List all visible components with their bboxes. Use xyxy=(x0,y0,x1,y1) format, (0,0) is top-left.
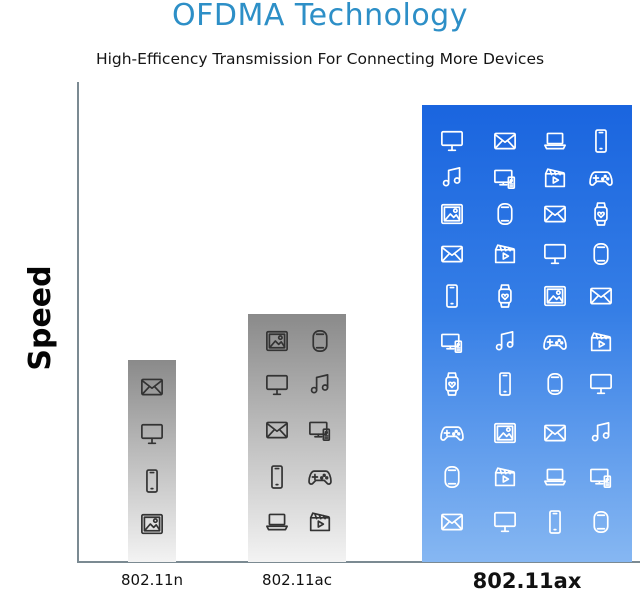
music-icon xyxy=(588,420,615,447)
image-icon xyxy=(542,283,569,310)
phone-icon xyxy=(264,464,291,491)
remote-tv-icon xyxy=(439,329,466,356)
monitor-icon xyxy=(264,372,291,399)
watch-icon xyxy=(439,371,466,398)
x-axis-line xyxy=(77,561,640,563)
gamepad-icon xyxy=(307,464,334,491)
remote-tv-icon xyxy=(492,165,519,192)
phone-icon xyxy=(588,128,615,155)
speaker-icon xyxy=(588,241,615,268)
phone-icon xyxy=(492,371,519,398)
monitor-icon xyxy=(588,371,615,398)
x-tick-802-11n: 802.11n xyxy=(121,571,183,589)
mail-icon xyxy=(264,417,291,444)
phone-icon xyxy=(439,283,466,310)
remote-tv-icon xyxy=(307,417,334,444)
image-icon xyxy=(439,201,466,228)
monitor-icon xyxy=(439,128,466,155)
speaker-icon xyxy=(542,371,569,398)
gamepad-icon xyxy=(588,165,615,192)
mail-icon xyxy=(439,509,466,536)
monitor-icon xyxy=(492,509,519,536)
phone-icon xyxy=(139,468,166,495)
watch-icon xyxy=(588,201,615,228)
video-icon xyxy=(588,329,615,356)
laptop-icon xyxy=(542,464,569,491)
mail-icon xyxy=(588,283,615,310)
mail-icon xyxy=(139,374,166,401)
chart-subtitle: High-Efficency Transmission For Connecti… xyxy=(95,50,545,68)
gamepad-icon xyxy=(542,329,569,356)
video-icon xyxy=(492,241,519,268)
laptop-icon xyxy=(264,509,291,536)
music-icon xyxy=(307,372,334,399)
mail-icon xyxy=(542,201,569,228)
music-icon xyxy=(439,165,466,192)
image-icon xyxy=(139,511,166,538)
image-icon xyxy=(492,420,519,447)
monitor-icon xyxy=(542,241,569,268)
mail-icon xyxy=(542,420,569,447)
speaker-icon xyxy=(492,201,519,228)
y-axis-line xyxy=(77,82,79,562)
image-icon xyxy=(264,328,291,355)
laptop-icon xyxy=(542,128,569,155)
x-tick-802-11ac: 802.11ac xyxy=(262,571,332,589)
mail-icon xyxy=(439,241,466,268)
monitor-icon xyxy=(139,421,166,448)
x-tick-802-11ax: 802.11ax xyxy=(472,569,582,593)
y-axis-label: Speed xyxy=(23,265,58,371)
chart-title: OFDMA Technology xyxy=(172,0,468,33)
video-icon xyxy=(492,464,519,491)
mail-icon xyxy=(492,128,519,155)
watch-icon xyxy=(492,283,519,310)
music-icon xyxy=(492,329,519,356)
video-icon xyxy=(307,509,334,536)
video-icon xyxy=(542,165,569,192)
gamepad-icon xyxy=(439,420,466,447)
speaker-icon xyxy=(307,328,334,355)
speaker-icon xyxy=(588,509,615,536)
speaker-icon xyxy=(439,464,466,491)
bar-802-11n xyxy=(128,360,176,562)
remote-tv-icon xyxy=(588,464,615,491)
phone-icon xyxy=(542,509,569,536)
